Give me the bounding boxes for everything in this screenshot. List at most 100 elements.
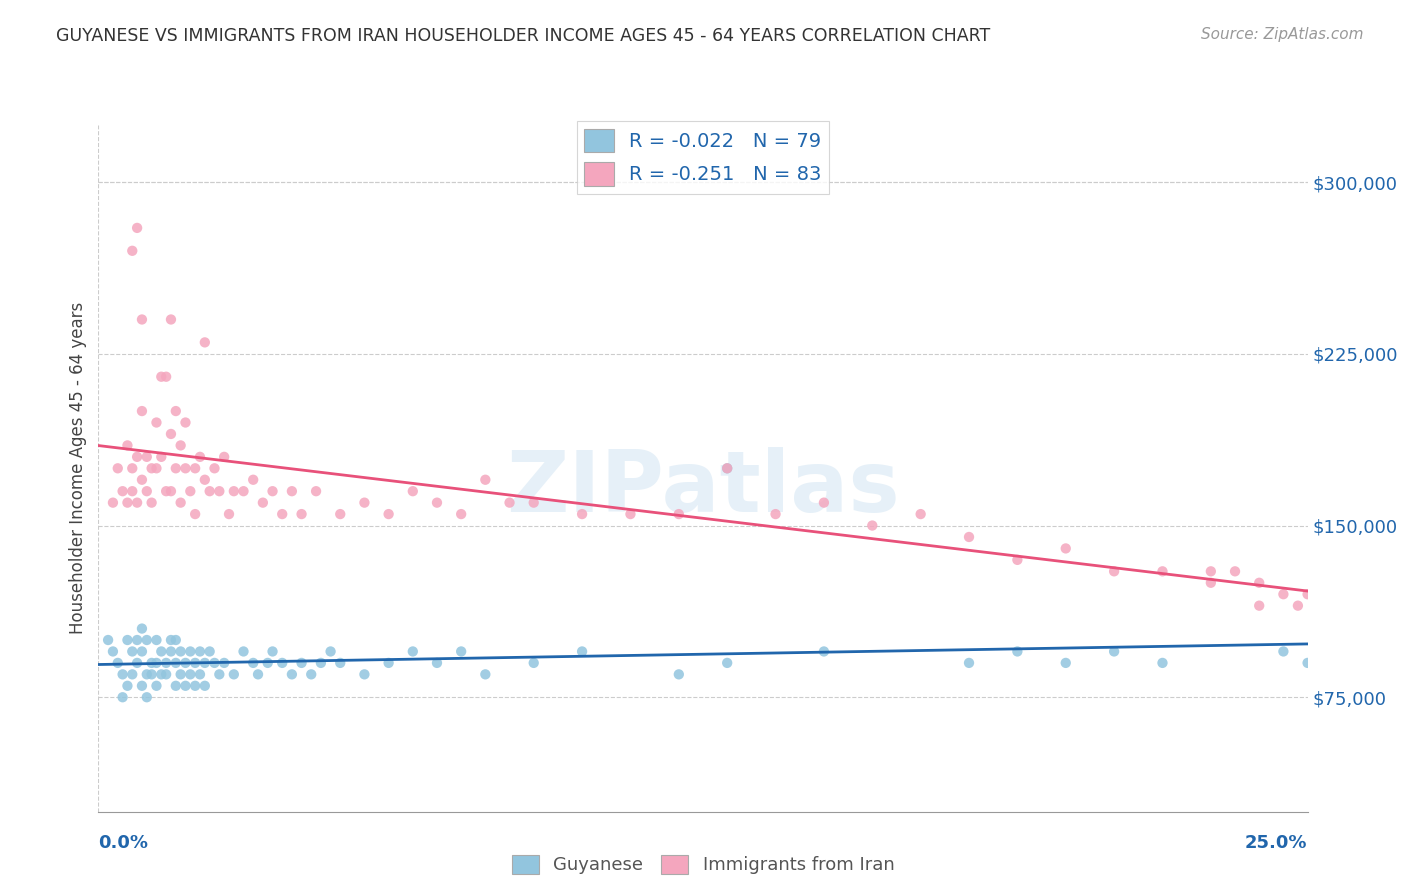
Point bbox=[204, 461, 226, 475]
Point bbox=[131, 312, 153, 326]
Point bbox=[150, 369, 173, 384]
Point bbox=[150, 667, 173, 681]
Point bbox=[1272, 644, 1295, 658]
Point bbox=[179, 644, 201, 658]
Point bbox=[765, 507, 787, 521]
Point bbox=[813, 644, 835, 658]
Point bbox=[1249, 599, 1271, 613]
Point bbox=[1007, 553, 1029, 567]
Point bbox=[1199, 564, 1222, 578]
Point bbox=[474, 667, 496, 681]
Point bbox=[1272, 587, 1295, 601]
Point bbox=[256, 656, 278, 670]
Point bbox=[252, 496, 274, 510]
Point bbox=[184, 461, 207, 475]
Point bbox=[204, 656, 226, 670]
Point bbox=[160, 426, 183, 441]
Point bbox=[160, 312, 183, 326]
Point bbox=[1199, 575, 1222, 590]
Point bbox=[813, 496, 835, 510]
Point bbox=[426, 496, 449, 510]
Point bbox=[262, 484, 284, 499]
Point bbox=[1296, 587, 1319, 601]
Point bbox=[97, 633, 120, 648]
Point bbox=[208, 484, 231, 499]
Point bbox=[188, 667, 211, 681]
Point bbox=[188, 644, 211, 658]
Point bbox=[194, 335, 217, 350]
Point bbox=[141, 656, 163, 670]
Point bbox=[1249, 575, 1271, 590]
Point bbox=[523, 656, 546, 670]
Point bbox=[1102, 644, 1125, 658]
Point bbox=[169, 496, 191, 510]
Point bbox=[127, 633, 149, 648]
Point bbox=[184, 679, 207, 693]
Point bbox=[716, 656, 738, 670]
Point bbox=[111, 667, 134, 681]
Point bbox=[198, 484, 221, 499]
Point bbox=[165, 633, 187, 648]
Point bbox=[121, 461, 143, 475]
Point bbox=[165, 656, 187, 670]
Point bbox=[329, 656, 352, 670]
Point bbox=[141, 667, 163, 681]
Point bbox=[135, 667, 157, 681]
Point bbox=[111, 690, 134, 705]
Point bbox=[145, 656, 167, 670]
Point bbox=[571, 507, 593, 521]
Point bbox=[145, 633, 167, 648]
Text: Source: ZipAtlas.com: Source: ZipAtlas.com bbox=[1201, 27, 1364, 42]
Point bbox=[179, 667, 201, 681]
Point bbox=[145, 461, 167, 475]
Point bbox=[121, 644, 143, 658]
Point bbox=[232, 484, 254, 499]
Point bbox=[117, 679, 139, 693]
Point bbox=[426, 656, 449, 670]
Point bbox=[305, 484, 328, 499]
Point bbox=[1102, 564, 1125, 578]
Point bbox=[957, 530, 980, 544]
Point bbox=[242, 656, 264, 670]
Point bbox=[179, 484, 201, 499]
Point bbox=[212, 656, 235, 670]
Point bbox=[135, 633, 157, 648]
Point bbox=[131, 679, 153, 693]
Point bbox=[141, 461, 163, 475]
Point bbox=[910, 507, 932, 521]
Point bbox=[101, 644, 124, 658]
Point bbox=[121, 667, 143, 681]
Point bbox=[194, 473, 217, 487]
Point bbox=[1007, 644, 1029, 658]
Text: 25.0%: 25.0% bbox=[1246, 834, 1308, 852]
Point bbox=[262, 644, 284, 658]
Point bbox=[160, 644, 183, 658]
Point bbox=[232, 644, 254, 658]
Point bbox=[155, 484, 177, 499]
Point bbox=[319, 644, 342, 658]
Point bbox=[208, 667, 231, 681]
Point bbox=[135, 450, 157, 464]
Point bbox=[523, 496, 546, 510]
Point bbox=[198, 644, 221, 658]
Point bbox=[860, 518, 883, 533]
Point bbox=[165, 679, 187, 693]
Text: ZIPatlas: ZIPatlas bbox=[506, 448, 900, 531]
Point bbox=[117, 438, 139, 452]
Point bbox=[150, 644, 173, 658]
Point bbox=[668, 667, 690, 681]
Point bbox=[188, 450, 211, 464]
Point bbox=[127, 221, 149, 235]
Point bbox=[155, 667, 177, 681]
Point bbox=[194, 679, 217, 693]
Point bbox=[571, 644, 593, 658]
Point bbox=[131, 404, 153, 418]
Point bbox=[165, 461, 187, 475]
Point bbox=[169, 438, 191, 452]
Point bbox=[107, 656, 129, 670]
Point bbox=[247, 667, 270, 681]
Point bbox=[299, 667, 322, 681]
Point bbox=[127, 496, 149, 510]
Point bbox=[290, 656, 312, 670]
Point bbox=[169, 644, 191, 658]
